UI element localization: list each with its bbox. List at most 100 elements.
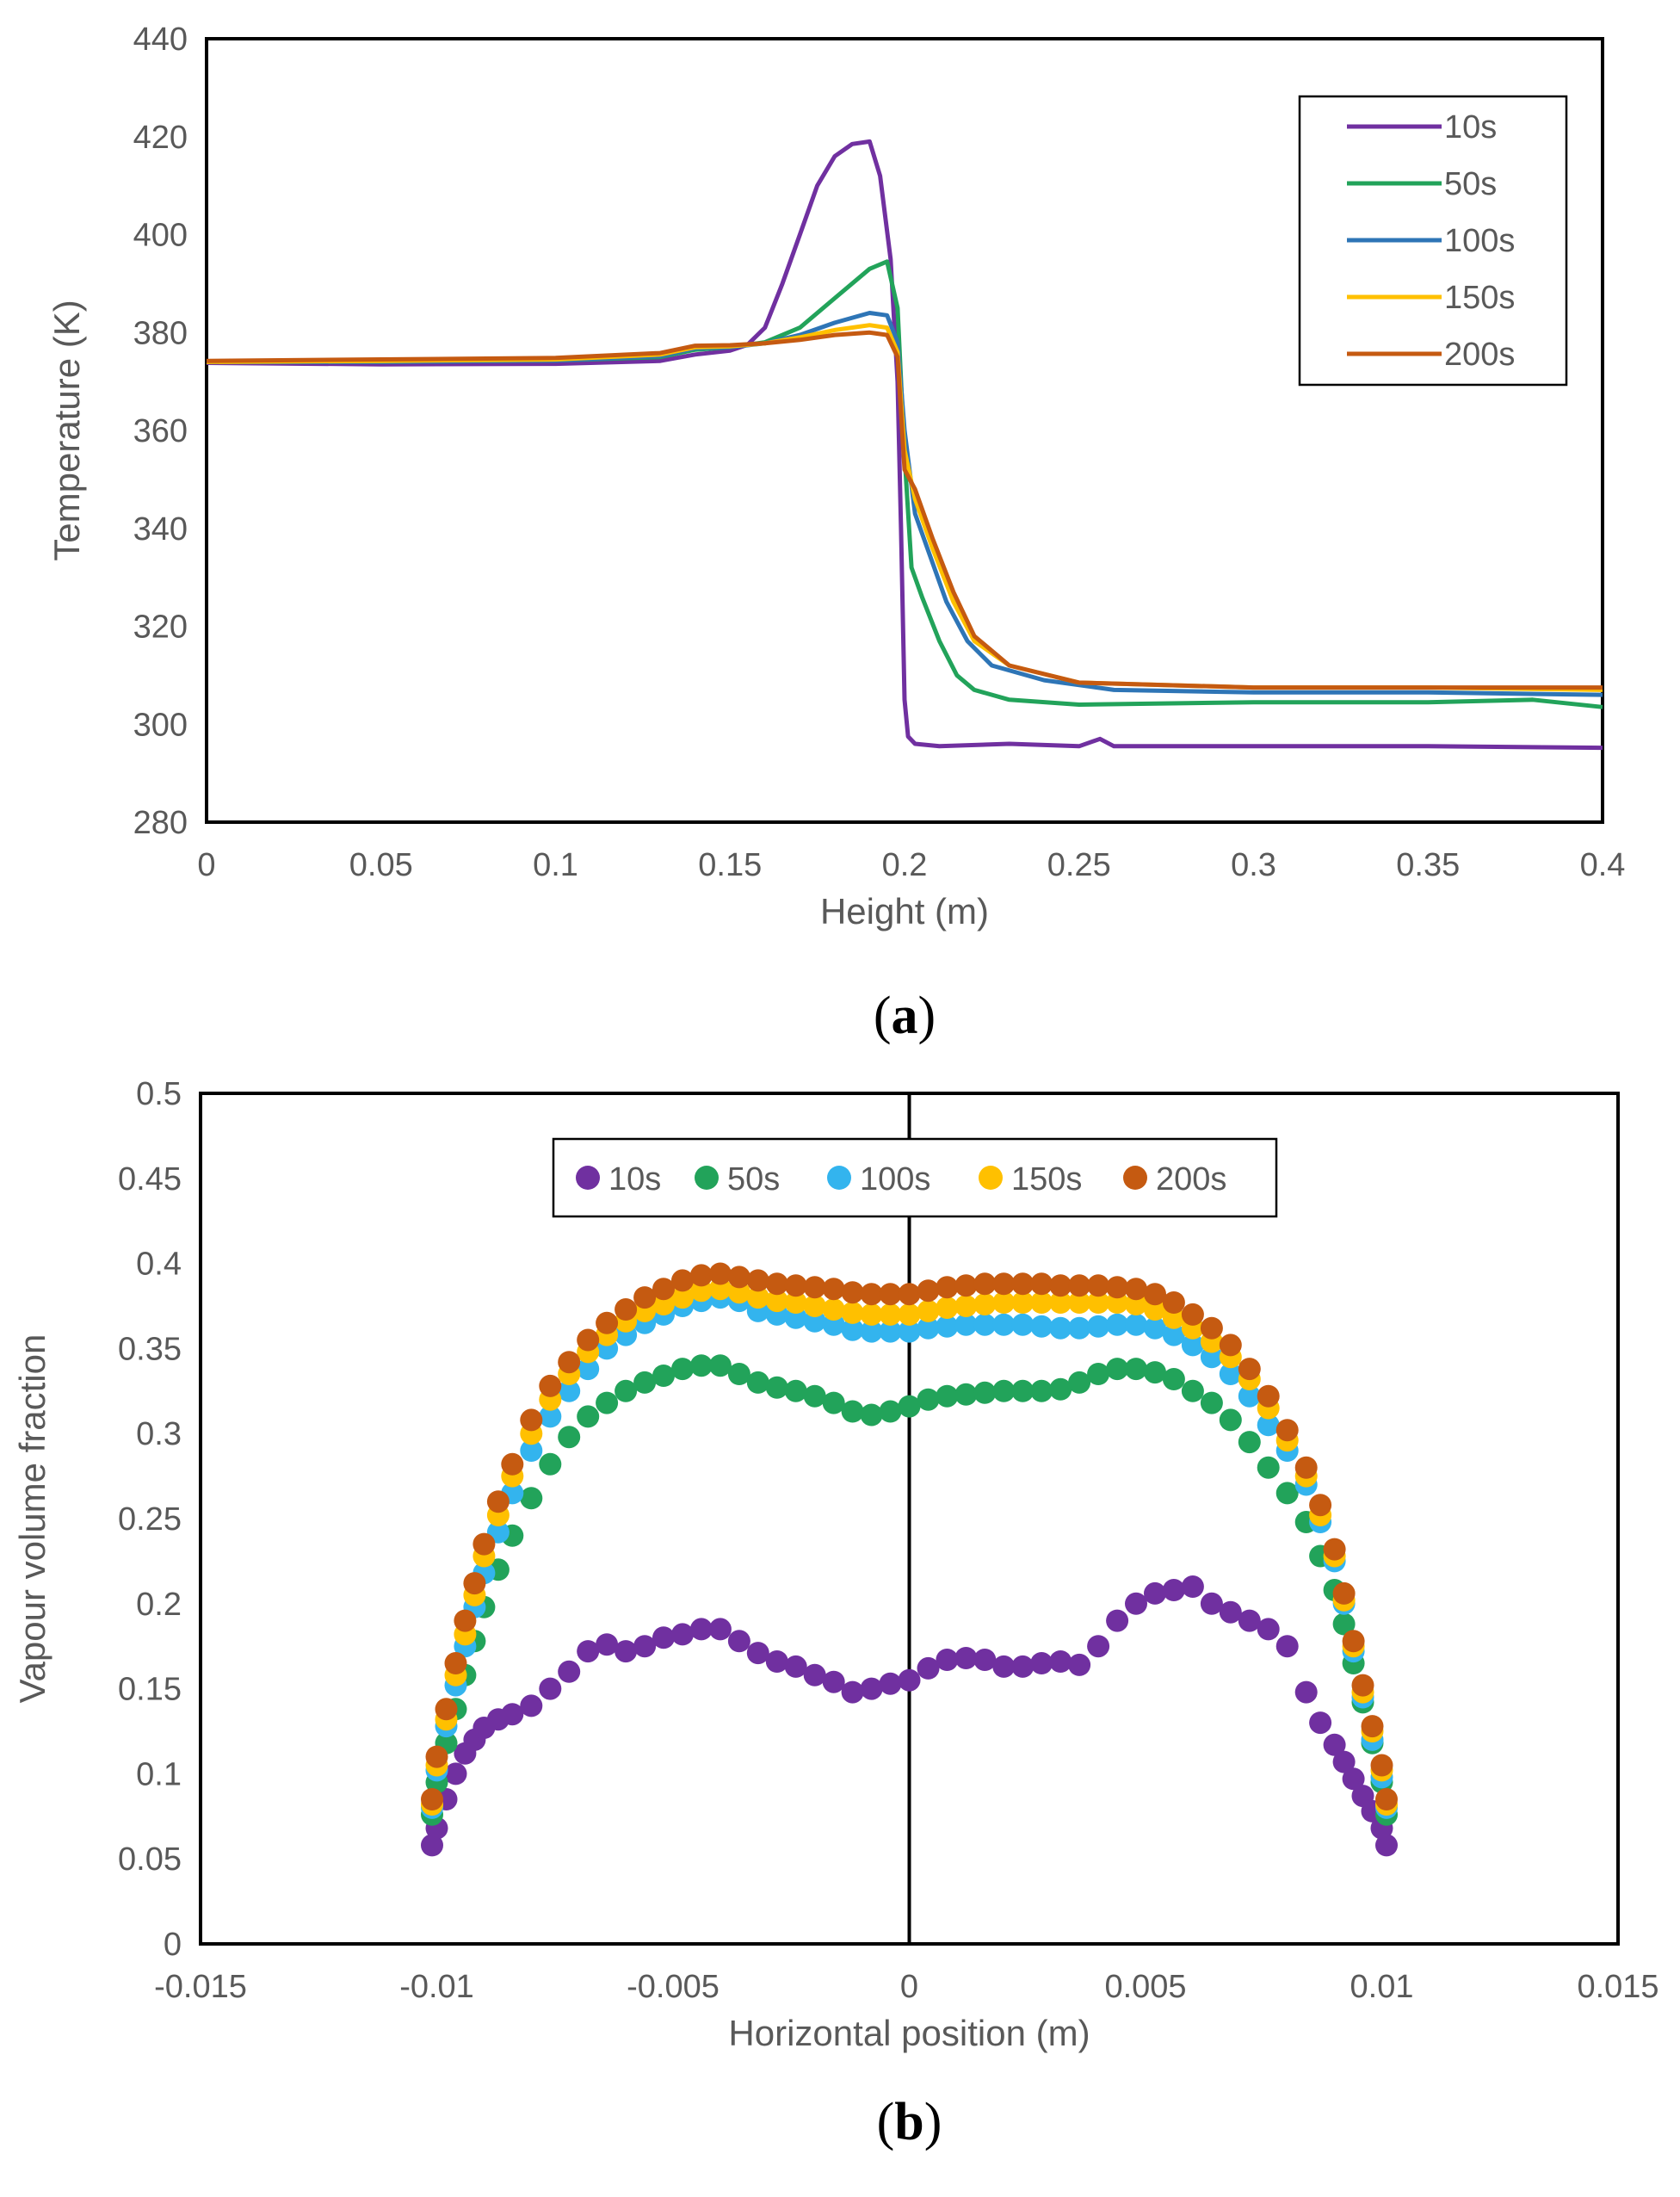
point-200s: [520, 1408, 543, 1432]
point-200s: [1125, 1278, 1147, 1301]
point-50s: [1181, 1379, 1204, 1402]
x-tick-label: 0.15: [698, 847, 762, 883]
point-200s: [425, 1745, 448, 1768]
legend-box: [552, 1137, 1278, 1218]
point-10s: [596, 1633, 619, 1656]
point-200s: [1219, 1334, 1242, 1357]
point-50s: [1200, 1391, 1223, 1414]
point-10s: [1181, 1575, 1204, 1598]
point-50s: [1162, 1368, 1185, 1390]
x-tick-label: 0: [900, 1969, 918, 2005]
y-tick-label: 0.45: [118, 1161, 182, 1198]
point-50s: [689, 1354, 713, 1377]
panel-label-close: ): [924, 2093, 942, 2151]
point-150s: [898, 1303, 921, 1326]
x-tick-label: 0: [197, 847, 215, 883]
point-100s: [1068, 1316, 1091, 1340]
point-150s: [917, 1299, 940, 1322]
point-100s: [1257, 1414, 1280, 1437]
point-200s: [898, 1283, 921, 1306]
y-tick-label: 320: [133, 610, 188, 646]
point-10s: [1049, 1650, 1072, 1673]
point-50s: [841, 1400, 864, 1423]
point-200s: [746, 1269, 769, 1292]
point-150s: [860, 1303, 883, 1326]
legend-label-50s: 50s: [727, 1161, 780, 1198]
point-100s: [898, 1320, 921, 1343]
point-10s: [1144, 1581, 1166, 1605]
panel-label-letter: b: [894, 2093, 923, 2151]
point-10s: [1309, 1711, 1332, 1735]
point-10s: [501, 1703, 524, 1726]
point-50s: [746, 1371, 769, 1394]
point-200s: [1342, 1630, 1365, 1653]
chart-a-temperature: 0 0.05 0.1 0.15 0.2 0.25 0.3 0.35 0.4 280 300 320 34…: [46, 22, 1625, 1045]
point-10s: [1106, 1609, 1129, 1632]
point-10s: [1011, 1655, 1035, 1678]
point-50s: [1049, 1377, 1072, 1401]
point-200s: [973, 1272, 997, 1296]
y-tick-label: 0.25: [118, 1501, 182, 1538]
point-150s: [1087, 1291, 1110, 1314]
point-200s: [689, 1264, 713, 1287]
y-tick-label: 0.35: [118, 1331, 182, 1367]
point-200s: [486, 1490, 510, 1513]
point-50s: [1275, 1482, 1299, 1505]
point-200s: [1049, 1274, 1072, 1297]
point-150s: [1144, 1298, 1166, 1321]
point-150s: [803, 1295, 826, 1317]
point-50s: [936, 1384, 959, 1408]
y-tick-label: 0.4: [136, 1247, 182, 1283]
point-100s: [917, 1316, 940, 1340]
point-200s: [1323, 1538, 1346, 1561]
x-tick-label: 0.25: [1047, 847, 1111, 883]
point-10s: [1342, 1767, 1365, 1791]
point-10s: [689, 1618, 713, 1641]
point-100s: [1162, 1323, 1185, 1346]
point-100s: [558, 1379, 581, 1402]
panel-label: (a): [874, 987, 936, 1045]
point-50s: [1011, 1379, 1035, 1402]
point-10s: [1332, 1750, 1356, 1773]
point-200s: [615, 1298, 638, 1321]
panel-label-letter: a: [892, 987, 918, 1045]
point-100s: [992, 1313, 1016, 1336]
point-50s: [1106, 1358, 1129, 1381]
y-tick-label: 280: [133, 805, 188, 841]
point-200s: [727, 1266, 750, 1289]
point-10s: [1257, 1618, 1280, 1641]
point-50s: [1332, 1612, 1356, 1636]
point-10s: [1087, 1635, 1110, 1658]
legend-label-150s: 150s: [1444, 280, 1515, 316]
point-10s: [520, 1694, 543, 1717]
point-50s: [615, 1379, 638, 1402]
point-50s: [860, 1403, 883, 1427]
point-100s: [1181, 1334, 1204, 1357]
point-150s: [1162, 1306, 1185, 1329]
point-50s: [671, 1358, 694, 1381]
point-200s: [421, 1788, 443, 1810]
point-10s: [727, 1630, 750, 1653]
point-10s: [765, 1650, 788, 1673]
point-200s: [1275, 1419, 1299, 1442]
point-10s: [1200, 1592, 1223, 1615]
x-tick-label: -0.005: [627, 1969, 720, 2005]
point-50s: [765, 1376, 788, 1399]
x-axis-title: Height (m): [820, 891, 989, 931]
point-200s: [454, 1609, 477, 1632]
y-tick-label: 0.15: [118, 1672, 182, 1708]
y-tick-label: 0.5: [136, 1076, 182, 1112]
point-100s: [954, 1313, 978, 1336]
point-50s: [520, 1487, 543, 1510]
legend-marker-100s: [827, 1166, 851, 1190]
point-200s: [1375, 1788, 1398, 1810]
point-10s: [1068, 1653, 1091, 1676]
point-200s: [472, 1532, 496, 1556]
y-tick-label: 440: [133, 22, 188, 58]
legend-label-200s: 200s: [1444, 337, 1515, 373]
x-tick-label: 0.015: [1577, 1969, 1658, 2005]
point-200s: [936, 1276, 959, 1299]
point-10s: [841, 1680, 864, 1704]
point-200s: [435, 1698, 458, 1721]
point-150s: [1068, 1291, 1091, 1314]
